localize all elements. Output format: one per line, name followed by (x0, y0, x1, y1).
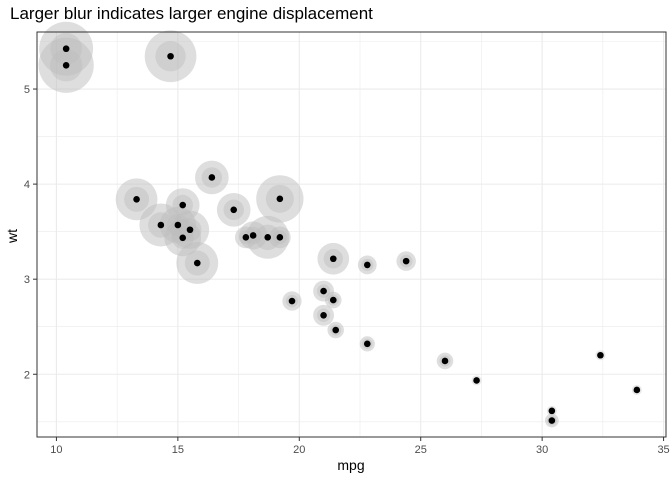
data-point (320, 287, 327, 295)
data-point (276, 195, 284, 203)
x-tick-label: 30 (536, 444, 548, 456)
data-points (62, 45, 641, 424)
y-tick-label: 5 (24, 84, 30, 96)
data-point (633, 386, 641, 394)
blur-halos (38, 21, 642, 428)
data-point (473, 377, 480, 384)
x-tick-label: 15 (172, 444, 184, 456)
y-tick-label: 2 (24, 369, 30, 381)
data-point (242, 234, 250, 241)
panel-border (36, 31, 667, 438)
data-point (62, 61, 70, 69)
data-point (288, 297, 296, 305)
data-point (320, 312, 327, 319)
data-point (363, 261, 371, 269)
data-point (230, 206, 238, 214)
data-point (174, 221, 182, 229)
y-tick-label: 3 (24, 274, 30, 286)
x-tick-label: 20 (293, 444, 305, 456)
data-point (193, 259, 201, 267)
data-point (157, 221, 165, 229)
data-point (329, 296, 337, 304)
data-point (548, 417, 556, 424)
data-point (167, 52, 174, 60)
data-point (208, 174, 216, 181)
x-tick-label: 25 (415, 444, 427, 456)
data-point (363, 340, 371, 348)
y-axis-title: wt (4, 229, 20, 244)
data-point (402, 257, 410, 265)
grid-lines (37, 32, 666, 437)
x-tick-label: 10 (50, 444, 62, 456)
data-point (441, 357, 449, 365)
data-point (179, 201, 187, 209)
data-point (329, 255, 337, 263)
chart-title: Larger blur indicates larger engine disp… (10, 4, 373, 23)
data-point (276, 234, 284, 241)
data-point (186, 226, 194, 234)
data-point (133, 196, 140, 203)
data-point (249, 232, 257, 239)
x-axis-title: mpg (337, 457, 364, 473)
data-point (332, 326, 340, 334)
data-point (62, 45, 70, 53)
data-point (264, 234, 272, 241)
y-tick-label: 4 (24, 179, 30, 191)
axis-ticks: 10 15 20 25 30 35 2 3 4 5 (24, 84, 670, 456)
x-tick-label: 35 (657, 444, 669, 456)
data-point (597, 351, 604, 359)
data-point (179, 234, 187, 242)
data-point (548, 407, 556, 415)
